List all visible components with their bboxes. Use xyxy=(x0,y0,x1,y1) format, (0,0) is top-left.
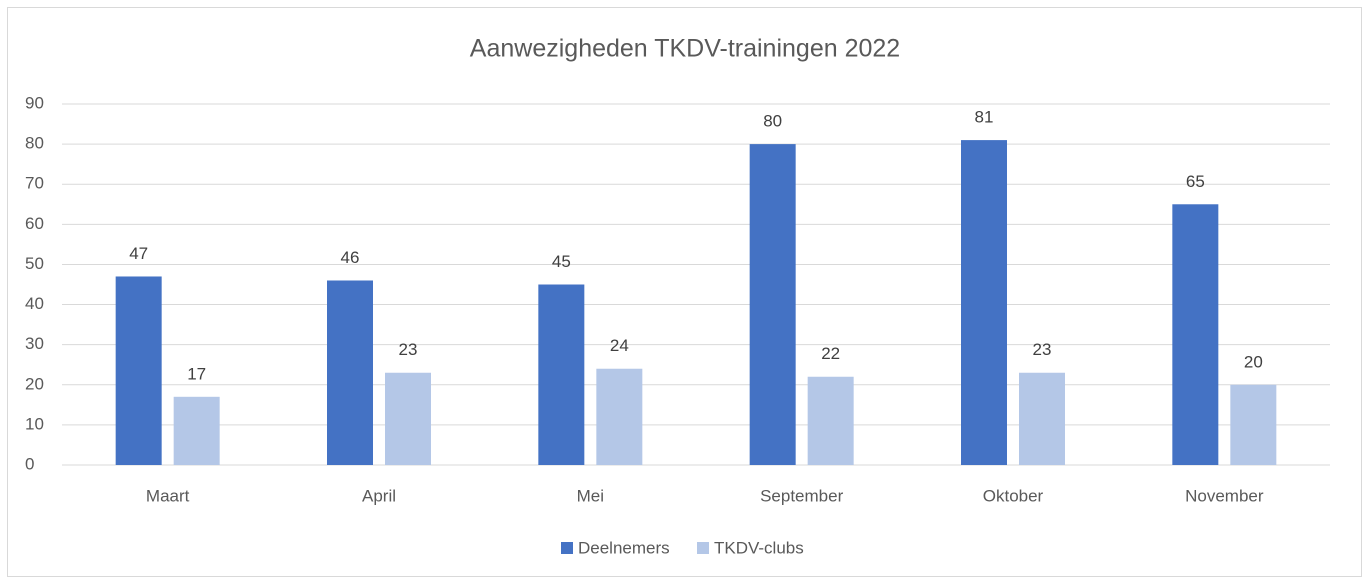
y-tick-label: 70 xyxy=(25,174,44,193)
data-label: 20 xyxy=(1244,352,1263,371)
y-tick-label: 50 xyxy=(25,254,44,273)
legend-label: TKDV-clubs xyxy=(714,538,804,557)
data-label: 17 xyxy=(187,364,206,383)
bar xyxy=(1230,384,1277,465)
data-label: 22 xyxy=(821,344,840,363)
bar xyxy=(807,376,854,465)
y-tick-label: 80 xyxy=(25,134,44,153)
y-tick-label: 60 xyxy=(25,214,44,233)
y-tick-label: 10 xyxy=(25,414,44,433)
x-tick-label: Mei xyxy=(577,486,604,505)
data-label: 46 xyxy=(341,248,360,267)
y-tick-label: 30 xyxy=(25,334,44,353)
data-label: 65 xyxy=(1186,172,1205,191)
x-tick-label: Maart xyxy=(146,486,190,505)
bar xyxy=(115,276,162,465)
bar xyxy=(1019,372,1065,465)
data-label: 47 xyxy=(129,244,148,263)
bar xyxy=(596,368,643,465)
x-tick-label: November xyxy=(1185,486,1264,505)
bar xyxy=(961,140,1007,465)
data-label: 81 xyxy=(975,108,994,127)
bar xyxy=(173,396,220,465)
bar xyxy=(327,280,373,465)
x-tick-label: Oktober xyxy=(983,486,1044,505)
y-tick-label: 40 xyxy=(25,294,44,313)
y-tick-label: 0 xyxy=(25,454,34,473)
data-label: 24 xyxy=(610,336,629,355)
data-label: 23 xyxy=(1033,340,1052,359)
chart-title: Aanwezigheden TKDV-trainingen 2022 xyxy=(470,35,900,63)
data-label: 80 xyxy=(763,112,782,131)
legend-label: Deelnemers xyxy=(578,538,670,557)
data-label: 23 xyxy=(399,340,418,359)
bar xyxy=(538,284,585,465)
data-label: 45 xyxy=(552,252,571,271)
legend-swatch xyxy=(561,542,573,554)
y-tick-label: 20 xyxy=(25,374,44,393)
bar xyxy=(1172,204,1219,465)
x-tick-label: April xyxy=(362,486,396,505)
x-tick-label: September xyxy=(760,486,843,505)
bar xyxy=(385,372,431,465)
legend-swatch xyxy=(697,542,709,554)
y-tick-label: 90 xyxy=(25,93,44,112)
bar xyxy=(749,144,796,465)
chart-border xyxy=(7,7,1362,577)
